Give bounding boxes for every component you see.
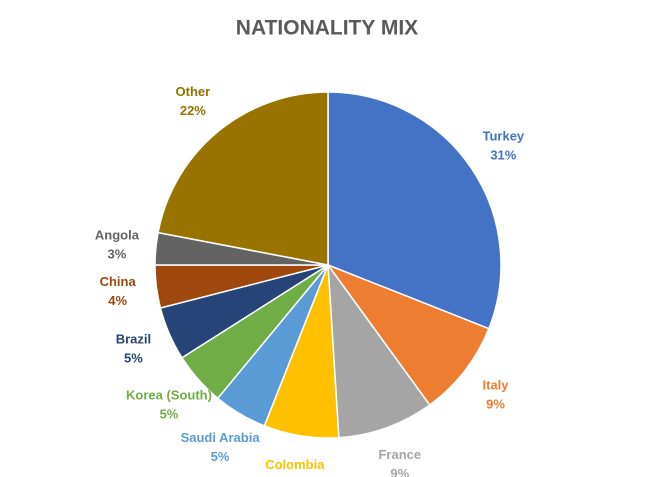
slice-value-label: 5% xyxy=(211,449,230,464)
slice-value-label: 5% xyxy=(124,351,143,366)
slice-value-label: 3% xyxy=(108,246,127,261)
slice-label: Brazil xyxy=(116,332,151,347)
slice-value-label: 31% xyxy=(490,147,516,162)
slice-label: China xyxy=(100,274,137,289)
slice-value-label: 22% xyxy=(180,103,206,118)
slice-label: Saudi Arabia xyxy=(181,430,261,445)
slice-value-label: 4% xyxy=(108,293,127,308)
slice-label: Other xyxy=(176,84,211,99)
pie-slice xyxy=(327,262,431,439)
slice-label: Turkey xyxy=(483,128,525,143)
slice-label: Colombia xyxy=(265,457,325,472)
chart-title: NATIONALITY MIX xyxy=(236,17,418,40)
slice-value-label: 9% xyxy=(390,466,409,477)
pie-slice xyxy=(325,263,490,407)
slice-value-label: 7% xyxy=(285,476,304,477)
slice-label: France xyxy=(378,447,421,462)
pie-slice xyxy=(327,91,502,330)
slice-label: Italy xyxy=(483,377,510,392)
slice-value-label: 5% xyxy=(160,407,179,422)
pie-slice xyxy=(157,91,329,266)
slice-label: Angola xyxy=(95,227,140,242)
slice-value-label: 9% xyxy=(486,396,505,411)
slice-label: Korea (South) xyxy=(126,388,212,403)
